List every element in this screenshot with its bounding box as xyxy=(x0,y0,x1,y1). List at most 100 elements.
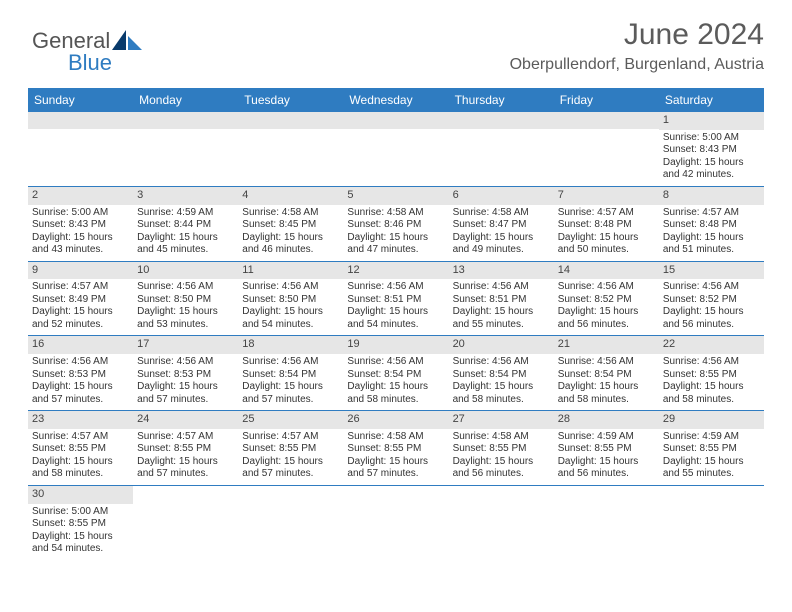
day-number: 25 xyxy=(238,411,343,429)
day-body: Sunrise: 4:59 AMSunset: 8:44 PMDaylight:… xyxy=(133,205,238,261)
daylight-line: Daylight: 15 hours and 57 minutes. xyxy=(32,381,129,406)
sunset-line: Sunset: 8:43 PM xyxy=(663,144,760,157)
week-row: 1Sunrise: 5:00 AMSunset: 8:43 PMDaylight… xyxy=(28,112,764,187)
daylight-line: Daylight: 15 hours and 56 minutes. xyxy=(558,306,655,331)
sunset-line: Sunset: 8:53 PM xyxy=(137,369,234,382)
day-cell: 20Sunrise: 4:56 AMSunset: 8:54 PMDayligh… xyxy=(449,336,554,410)
daylight-line: Daylight: 15 hours and 43 minutes. xyxy=(32,232,129,257)
daylight-line: Daylight: 15 hours and 42 minutes. xyxy=(663,157,760,182)
sunrise-line: Sunrise: 4:56 AM xyxy=(347,281,444,294)
day-body: Sunrise: 4:58 AMSunset: 8:47 PMDaylight:… xyxy=(449,205,554,261)
day-of-week-cell: Wednesday xyxy=(343,89,448,112)
sunset-line: Sunset: 8:48 PM xyxy=(663,219,760,232)
sunrise-line: Sunrise: 4:57 AM xyxy=(32,431,129,444)
day-cell: 3Sunrise: 4:59 AMSunset: 8:44 PMDaylight… xyxy=(133,187,238,261)
day-of-week-cell: Saturday xyxy=(659,89,764,112)
day-body: Sunrise: 4:56 AMSunset: 8:54 PMDaylight:… xyxy=(238,354,343,410)
daylight-line: Daylight: 15 hours and 55 minutes. xyxy=(453,306,550,331)
day-cell: 28Sunrise: 4:59 AMSunset: 8:55 PMDayligh… xyxy=(554,411,659,485)
day-body: Sunrise: 4:59 AMSunset: 8:55 PMDaylight:… xyxy=(554,429,659,485)
sunrise-line: Sunrise: 4:57 AM xyxy=(137,431,234,444)
day-cell xyxy=(449,112,554,186)
sunset-line: Sunset: 8:47 PM xyxy=(453,219,550,232)
sunset-line: Sunset: 8:51 PM xyxy=(453,294,550,307)
day-cell: 13Sunrise: 4:56 AMSunset: 8:51 PMDayligh… xyxy=(449,262,554,336)
day-body: Sunrise: 5:00 AMSunset: 8:43 PMDaylight:… xyxy=(28,205,133,261)
daylight-line: Daylight: 15 hours and 49 minutes. xyxy=(453,232,550,257)
day-cell: 22Sunrise: 4:56 AMSunset: 8:55 PMDayligh… xyxy=(659,336,764,410)
day-body: Sunrise: 4:56 AMSunset: 8:51 PMDaylight:… xyxy=(449,279,554,335)
sunrise-line: Sunrise: 4:56 AM xyxy=(453,281,550,294)
day-body: Sunrise: 5:00 AMSunset: 8:55 PMDaylight:… xyxy=(28,504,133,560)
day-cell: 21Sunrise: 4:56 AMSunset: 8:54 PMDayligh… xyxy=(554,336,659,410)
sunset-line: Sunset: 8:43 PM xyxy=(32,219,129,232)
day-number: 19 xyxy=(343,336,448,354)
day-number: 6 xyxy=(449,187,554,205)
day-body: Sunrise: 4:56 AMSunset: 8:52 PMDaylight:… xyxy=(659,279,764,335)
day-cell: 19Sunrise: 4:56 AMSunset: 8:54 PMDayligh… xyxy=(343,336,448,410)
sunrise-line: Sunrise: 4:56 AM xyxy=(663,281,760,294)
sunrise-line: Sunrise: 4:56 AM xyxy=(137,281,234,294)
day-cell: 18Sunrise: 4:56 AMSunset: 8:54 PMDayligh… xyxy=(238,336,343,410)
day-number: 30 xyxy=(28,486,133,504)
day-number: 20 xyxy=(449,336,554,354)
day-body: Sunrise: 4:56 AMSunset: 8:50 PMDaylight:… xyxy=(133,279,238,335)
day-body: Sunrise: 4:58 AMSunset: 8:55 PMDaylight:… xyxy=(343,429,448,485)
daylight-line: Daylight: 15 hours and 57 minutes. xyxy=(242,456,339,481)
sunset-line: Sunset: 8:55 PM xyxy=(663,369,760,382)
day-cell: 25Sunrise: 4:57 AMSunset: 8:55 PMDayligh… xyxy=(238,411,343,485)
sunrise-line: Sunrise: 5:00 AM xyxy=(663,132,760,145)
day-body: Sunrise: 4:56 AMSunset: 8:55 PMDaylight:… xyxy=(659,354,764,410)
sunrise-line: Sunrise: 4:56 AM xyxy=(32,356,129,369)
week-row: 23Sunrise: 4:57 AMSunset: 8:55 PMDayligh… xyxy=(28,411,764,486)
day-cell: 14Sunrise: 4:56 AMSunset: 8:52 PMDayligh… xyxy=(554,262,659,336)
day-number: 7 xyxy=(554,187,659,205)
day-cell: 1Sunrise: 5:00 AMSunset: 8:43 PMDaylight… xyxy=(659,112,764,186)
sunset-line: Sunset: 8:55 PM xyxy=(242,443,339,456)
day-number: 4 xyxy=(238,187,343,205)
sunrise-line: Sunrise: 4:56 AM xyxy=(453,356,550,369)
brand-logo: General Blue xyxy=(32,28,110,80)
day-body: Sunrise: 4:57 AMSunset: 8:48 PMDaylight:… xyxy=(659,205,764,261)
day-number: 15 xyxy=(659,262,764,280)
day-cell xyxy=(238,112,343,186)
day-number: 12 xyxy=(343,262,448,280)
sunset-line: Sunset: 8:55 PM xyxy=(663,443,760,456)
sunrise-line: Sunrise: 4:56 AM xyxy=(137,356,234,369)
day-cell: 17Sunrise: 4:56 AMSunset: 8:53 PMDayligh… xyxy=(133,336,238,410)
sunrise-line: Sunrise: 4:59 AM xyxy=(663,431,760,444)
day-body: Sunrise: 4:57 AMSunset: 8:49 PMDaylight:… xyxy=(28,279,133,335)
daylight-line: Daylight: 15 hours and 58 minutes. xyxy=(663,381,760,406)
sunrise-line: Sunrise: 4:59 AM xyxy=(137,207,234,220)
daylight-line: Daylight: 15 hours and 58 minutes. xyxy=(32,456,129,481)
daylight-line: Daylight: 15 hours and 57 minutes. xyxy=(242,381,339,406)
day-number: 14 xyxy=(554,262,659,280)
daylight-line: Daylight: 15 hours and 47 minutes. xyxy=(347,232,444,257)
sunset-line: Sunset: 8:55 PM xyxy=(137,443,234,456)
sunset-line: Sunset: 8:55 PM xyxy=(453,443,550,456)
day-body: Sunrise: 4:56 AMSunset: 8:50 PMDaylight:… xyxy=(238,279,343,335)
sunrise-line: Sunrise: 4:57 AM xyxy=(242,431,339,444)
sunrise-line: Sunrise: 4:56 AM xyxy=(347,356,444,369)
day-cell: 10Sunrise: 4:56 AMSunset: 8:50 PMDayligh… xyxy=(133,262,238,336)
day-body: Sunrise: 4:57 AMSunset: 8:55 PMDaylight:… xyxy=(238,429,343,485)
sunset-line: Sunset: 8:44 PM xyxy=(137,219,234,232)
day-of-week-cell: Monday xyxy=(133,89,238,112)
empty-day-numbar xyxy=(343,112,448,129)
day-body: Sunrise: 4:56 AMSunset: 8:53 PMDaylight:… xyxy=(28,354,133,410)
day-number: 24 xyxy=(133,411,238,429)
sunrise-line: Sunrise: 5:00 AM xyxy=(32,207,129,220)
day-cell xyxy=(343,112,448,186)
daylight-line: Daylight: 15 hours and 57 minutes. xyxy=(137,381,234,406)
day-body: Sunrise: 4:56 AMSunset: 8:54 PMDaylight:… xyxy=(343,354,448,410)
day-cell xyxy=(554,112,659,186)
sunrise-line: Sunrise: 4:57 AM xyxy=(558,207,655,220)
day-number: 28 xyxy=(554,411,659,429)
day-cell: 4Sunrise: 4:58 AMSunset: 8:45 PMDaylight… xyxy=(238,187,343,261)
day-number: 26 xyxy=(343,411,448,429)
day-body: Sunrise: 4:57 AMSunset: 8:48 PMDaylight:… xyxy=(554,205,659,261)
day-number: 21 xyxy=(554,336,659,354)
sunset-line: Sunset: 8:55 PM xyxy=(347,443,444,456)
calendar: SundayMondayTuesdayWednesdayThursdayFrid… xyxy=(28,88,764,560)
day-number: 3 xyxy=(133,187,238,205)
